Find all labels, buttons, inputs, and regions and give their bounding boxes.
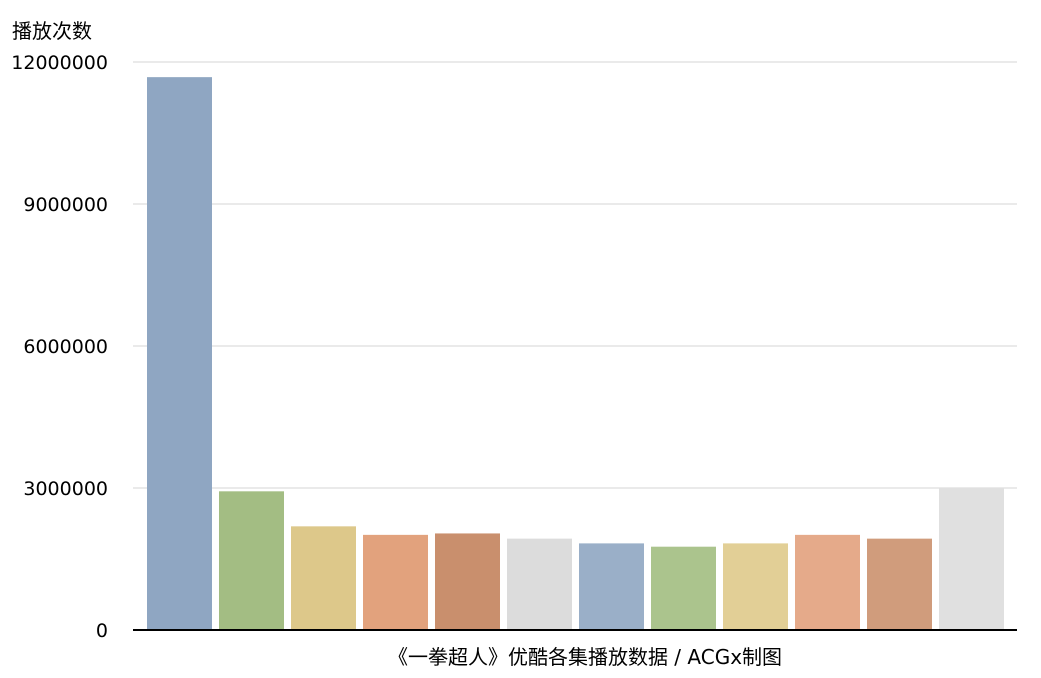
bar xyxy=(219,491,284,630)
y-tick-label: 9000000 xyxy=(23,194,108,216)
y-tick-label: 3000000 xyxy=(23,478,108,500)
y-tick-label: 0 xyxy=(96,620,108,642)
bar xyxy=(363,534,428,630)
bar xyxy=(651,546,716,630)
bar xyxy=(723,543,788,630)
bar xyxy=(435,533,500,630)
y-tick-label: 12000000 xyxy=(11,52,108,74)
bar xyxy=(795,534,860,630)
bar xyxy=(291,526,356,630)
bar xyxy=(939,488,1004,630)
bar xyxy=(507,538,572,630)
bar xyxy=(867,538,932,630)
gridlines xyxy=(133,61,1017,489)
y-tick-labels: 0 3000000 6000000 9000000 12000000 xyxy=(11,52,108,642)
y-tick-label: 6000000 xyxy=(23,336,108,358)
bar xyxy=(147,77,212,630)
x-axis-title: 《一拳超人》优酷各集播放数据 / ACGx制图 xyxy=(388,645,782,669)
bars xyxy=(147,77,1004,630)
bar xyxy=(579,543,644,630)
y-axis-title: 播放次数 xyxy=(12,19,92,43)
